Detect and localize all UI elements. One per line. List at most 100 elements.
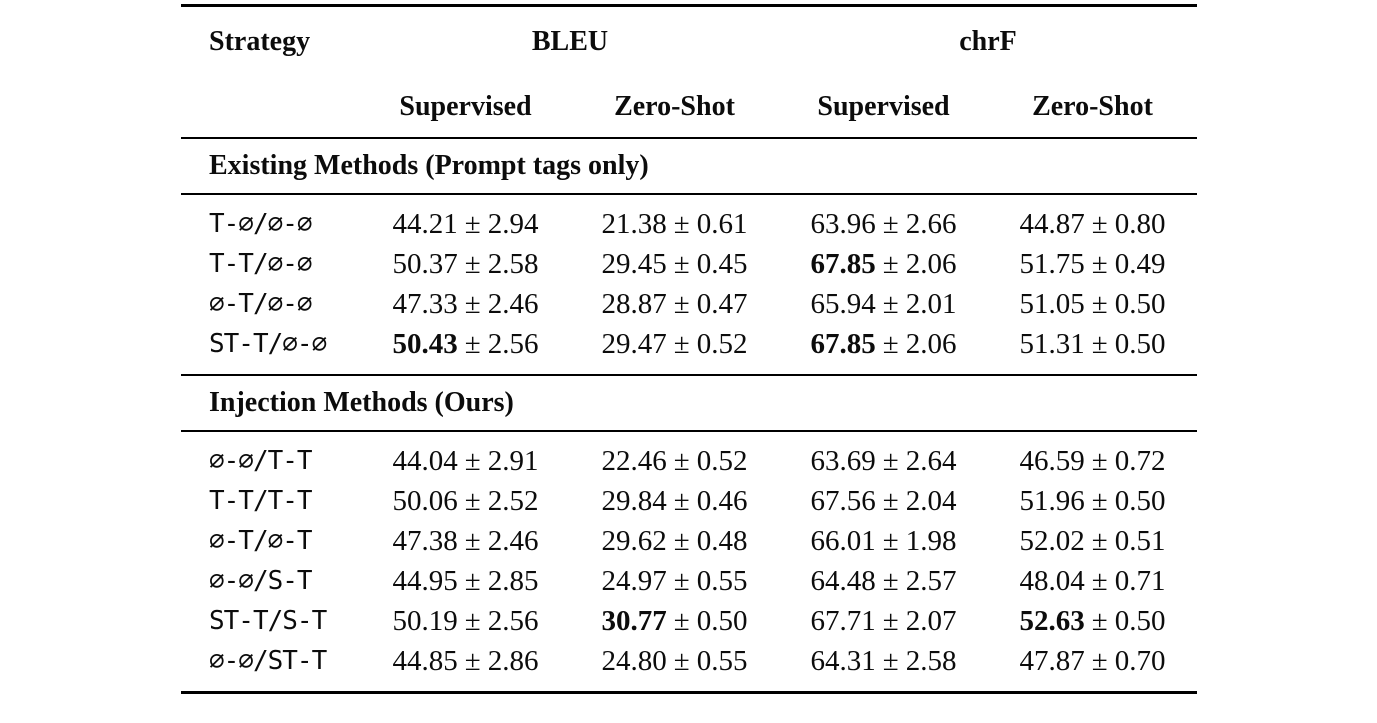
plus-minus-symbol: ± [1091,484,1108,517]
table-row: ST-T/∅-∅ 50.43 ±2.56 29.47 ±0.52 67.85 ±2.0… [181,324,1197,364]
score-stddev: 2.58 [487,247,539,280]
table-row: ∅-T/∅-∅ 47.33 ±2.46 28.87 ±0.47 65.94 ±2.01… [181,284,1197,324]
column-header-strategy: Strategy [209,26,311,57]
score-stddev: 0.47 [696,287,748,320]
cell-chrf-supervised: 63.96 ±2.66 [779,208,988,241]
strategy-label: T-T/T-T [209,486,313,516]
plus-minus-symbol: ± [464,564,481,597]
score-stddev: 2.46 [487,287,539,320]
cell-chrf-supervised: 65.94 ±2.01 [779,288,988,321]
score-value: 50.19 [392,604,458,637]
plus-minus-symbol: ± [673,564,690,597]
plus-minus-symbol: ± [1091,287,1108,320]
score-value: 47.38 [392,524,458,557]
score-value: 52.63 [1019,604,1085,637]
table-row: ∅-T/∅-T 47.38 ±2.46 29.62 ±0.48 66.01 ±1.98… [181,521,1197,561]
strategy-label: T-∅/∅-∅ [209,209,313,239]
strategy-label: T-T/∅-∅ [209,249,313,279]
score-value: 44.85 [392,644,458,677]
table-row: T-T/∅-∅ 50.37 ±2.58 29.45 ±0.45 67.85 ±2.06… [181,244,1197,284]
column-subheader-chrf-supervised: Supervised [817,91,950,122]
column-group-chrf: chrF [959,26,1017,57]
score-value: 51.31 [1019,327,1085,360]
cell-bleu-zeroshot: 30.77 ±0.50 [570,605,779,638]
score-value: 65.94 [810,287,876,320]
score-value: 50.43 [392,327,458,360]
score-value: 64.48 [810,564,876,597]
cell-chrf-supervised: 64.31 ±2.58 [779,645,988,678]
score-stddev: 2.56 [487,604,539,637]
score-stddev: 0.45 [696,247,748,280]
score-stddev: 2.06 [905,327,957,360]
score-stddev: 2.64 [905,444,957,477]
score-stddev: 0.50 [1114,327,1166,360]
score-value: 29.62 [601,524,667,557]
strategy-label: ∅-∅/ST-T [209,646,327,676]
cell-chrf-supervised: 63.69 ±2.64 [779,445,988,478]
score-value: 66.01 [810,524,876,557]
plus-minus-symbol: ± [464,444,481,477]
score-value: 29.47 [601,327,667,360]
score-value: 52.02 [1019,524,1085,557]
column-subheader-chrf-zeroshot: Zero-Shot [1032,91,1153,122]
cell-bleu-supervised: 50.06 ±2.52 [361,485,570,518]
strategy-label: ∅-∅/S-T [209,566,313,596]
plus-minus-symbol: ± [1091,564,1108,597]
score-value: 50.37 [392,247,458,280]
plus-minus-symbol: ± [882,524,899,557]
score-value: 51.75 [1019,247,1085,280]
plus-minus-symbol: ± [673,287,690,320]
score-stddev: 2.66 [905,207,957,240]
score-value: 28.87 [601,287,667,320]
table-row: T-∅/∅-∅ 44.21 ±2.94 21.38 ±0.61 63.96 ±2.66… [181,204,1197,244]
cell-chrf-supervised: 67.85 ±2.06 [779,248,988,281]
header-group-row: Strategy BLEU chrF [181,7,1197,77]
score-stddev: 2.85 [487,564,539,597]
column-subheader-bleu-zeroshot: Zero-Shot [614,91,735,122]
cell-chrf-supervised: 66.01 ±1.98 [779,525,988,558]
plus-minus-symbol: ± [464,484,481,517]
section-header-existing-methods: Existing Methods (Prompt tags only) [209,150,649,181]
cell-chrf-zeroshot: 47.87 ±0.70 [988,645,1197,678]
score-value: 67.85 [810,247,876,280]
score-stddev: 2.86 [487,644,539,677]
plus-minus-symbol: ± [464,644,481,677]
table-rule-section1-bottom [181,374,1197,376]
score-value: 47.87 [1019,644,1085,677]
section-existing-methods-body: T-∅/∅-∅ 44.21 ±2.94 21.38 ±0.61 63.96 ±2.66… [181,195,1197,374]
score-stddev: 0.61 [696,207,748,240]
score-value: 21.38 [601,207,667,240]
table-row: ∅-∅/ST-T 44.85 ±2.86 24.80 ±0.55 64.31 ±2.5… [181,641,1197,681]
score-value: 50.06 [392,484,458,517]
score-value: 46.59 [1019,444,1085,477]
plus-minus-symbol: ± [673,444,690,477]
table-row: T-T/T-T 50.06 ±2.52 29.84 ±0.46 67.56 ±2.04… [181,481,1197,521]
plus-minus-symbol: ± [464,207,481,240]
cell-bleu-zeroshot: 29.45 ±0.45 [570,248,779,281]
plus-minus-symbol: ± [673,644,690,677]
cell-bleu-supervised: 50.43 ±2.56 [361,328,570,361]
results-table: Strategy BLEU chrF Supervised Zero-Shot … [181,4,1197,694]
cell-chrf-zeroshot: 51.05 ±0.50 [988,288,1197,321]
score-value: 24.80 [601,644,667,677]
cell-bleu-supervised: 47.38 ±2.46 [361,525,570,558]
score-stddev: 2.56 [487,327,539,360]
score-value: 63.69 [810,444,876,477]
cell-bleu-zeroshot: 29.47 ±0.52 [570,328,779,361]
table-rule-bottom [181,691,1197,694]
cell-chrf-zeroshot: 51.75 ±0.49 [988,248,1197,281]
header-sub-row: Supervised Zero-Shot Supervised Zero-Sho… [181,77,1197,137]
score-stddev: 2.04 [905,484,957,517]
plus-minus-symbol: ± [1091,444,1108,477]
plus-minus-symbol: ± [1091,207,1108,240]
score-value: 30.77 [601,604,667,637]
cell-chrf-supervised: 67.85 ±2.06 [779,328,988,361]
plus-minus-symbol: ± [673,247,690,280]
plus-minus-symbol: ± [673,207,690,240]
score-stddev: 0.50 [1114,484,1166,517]
cell-chrf-zeroshot: 52.02 ±0.51 [988,525,1197,558]
score-stddev: 0.50 [1114,604,1166,637]
table-row: ∅-∅/T-T 44.04 ±2.91 22.46 ±0.52 63.69 ±2.64… [181,441,1197,481]
score-value: 47.33 [392,287,458,320]
plus-minus-symbol: ± [882,644,899,677]
